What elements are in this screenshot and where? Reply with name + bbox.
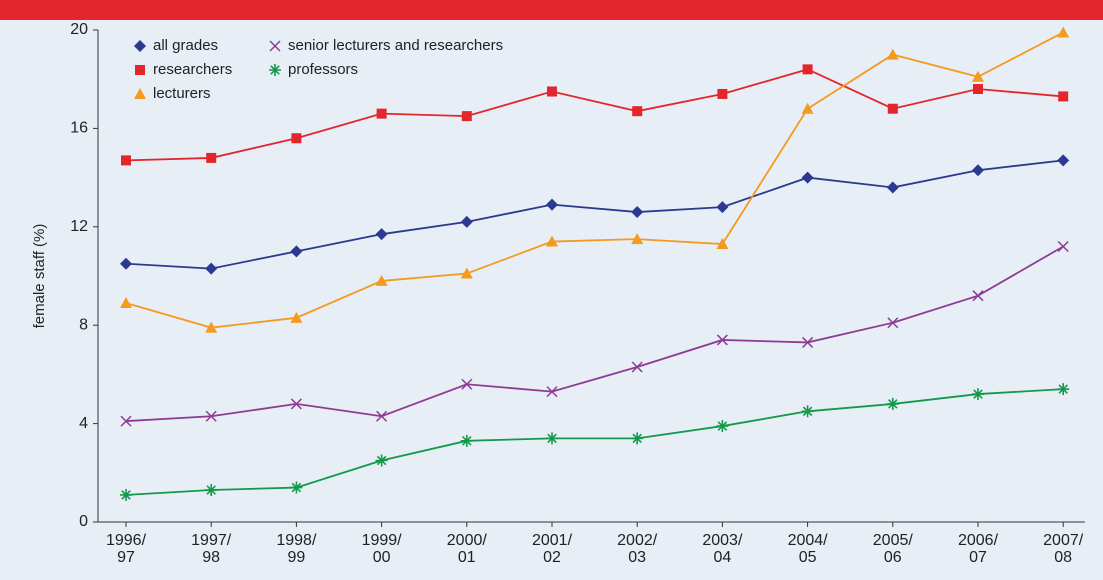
- header-band: [0, 0, 1103, 20]
- marker: [290, 398, 302, 410]
- marker: [631, 233, 644, 245]
- marker: [716, 334, 728, 346]
- marker: [205, 262, 218, 275]
- x-tick-label: 1996/ 97: [105, 532, 147, 566]
- marker: [801, 171, 814, 184]
- marker: [1057, 383, 1070, 396]
- marker: [972, 388, 984, 401]
- x-tick-label: 1999/ 00: [361, 532, 402, 566]
- marker: [547, 86, 557, 97]
- marker: [717, 88, 728, 99]
- x-tick-label: 2006/ 07: [957, 532, 999, 566]
- marker: [269, 64, 281, 76]
- series-line: [125, 159, 1064, 270]
- marker: [546, 432, 558, 445]
- marker: [886, 181, 899, 194]
- marker: [1057, 26, 1070, 38]
- marker: [972, 290, 984, 302]
- marker: [632, 106, 643, 117]
- y-tick-label: 4: [79, 415, 88, 432]
- marker: [135, 65, 145, 75]
- marker: [1058, 91, 1069, 102]
- marker: [375, 454, 388, 467]
- legend-label: senior lecturers and researchers: [288, 37, 503, 54]
- marker: [376, 108, 387, 119]
- series-line: [125, 68, 1064, 162]
- marker: [546, 386, 558, 398]
- y-tick-label: 8: [79, 316, 88, 333]
- marker: [206, 152, 217, 163]
- y-tick-label: 12: [70, 218, 88, 235]
- marker: [546, 235, 558, 247]
- marker: [716, 238, 729, 250]
- marker: [631, 206, 644, 219]
- marker: [716, 201, 729, 214]
- marker: [291, 133, 302, 144]
- marker: [120, 257, 132, 270]
- marker: [887, 103, 898, 114]
- x-tick-label: 2004/ 05: [787, 532, 828, 566]
- series-line: [125, 388, 1064, 496]
- y-tick-label: 20: [70, 21, 88, 38]
- marker: [134, 40, 146, 52]
- marker: [972, 70, 984, 82]
- marker: [461, 111, 472, 122]
- marker: [546, 198, 558, 211]
- marker: [375, 228, 388, 241]
- marker: [121, 155, 131, 166]
- x-tick-label: 1997/ 98: [191, 532, 232, 566]
- marker: [461, 378, 473, 390]
- marker: [886, 48, 899, 60]
- marker: [631, 432, 644, 445]
- legend-label: lecturers: [153, 85, 211, 102]
- x-tick-label: 2003/ 04: [702, 532, 743, 566]
- marker: [460, 434, 473, 447]
- series-line: [125, 31, 1064, 329]
- marker: [973, 84, 983, 95]
- legend-label: researchers: [153, 61, 232, 78]
- y-tick-label: 16: [70, 120, 88, 137]
- marker: [375, 274, 388, 286]
- marker: [205, 410, 217, 422]
- marker: [120, 488, 132, 501]
- marker: [801, 102, 814, 114]
- marker: [120, 297, 132, 309]
- x-tick-label: 1998/ 99: [276, 532, 317, 566]
- x-tick-label: 2000/ 01: [446, 532, 487, 566]
- marker: [1057, 240, 1069, 253]
- marker: [460, 215, 473, 228]
- marker: [290, 245, 303, 258]
- legend-label: professors: [288, 61, 358, 78]
- marker: [716, 420, 729, 433]
- legend-label: all grades: [153, 37, 218, 54]
- marker: [290, 481, 303, 494]
- marker: [376, 410, 388, 422]
- marker: [269, 40, 281, 52]
- marker: [290, 311, 303, 323]
- marker: [886, 397, 899, 410]
- marker: [120, 415, 132, 427]
- marker: [205, 321, 218, 333]
- marker: [1057, 154, 1070, 167]
- x-tick-label: 2007/ 08: [1043, 532, 1084, 566]
- y-tick-label: 0: [79, 513, 88, 530]
- marker: [887, 317, 899, 329]
- x-tick-label: 2002/ 03: [617, 532, 658, 566]
- marker: [134, 88, 146, 99]
- y-axis-label: female staff (%): [31, 224, 48, 329]
- marker: [205, 484, 218, 497]
- marker: [631, 361, 643, 373]
- marker: [802, 64, 813, 75]
- marker: [972, 164, 984, 177]
- x-tick-label: 2001/ 02: [531, 532, 573, 566]
- marker: [802, 336, 814, 348]
- x-tick-label: 2005/ 06: [872, 532, 913, 566]
- series-line: [125, 245, 1064, 423]
- marker: [460, 267, 473, 279]
- marker: [801, 405, 814, 418]
